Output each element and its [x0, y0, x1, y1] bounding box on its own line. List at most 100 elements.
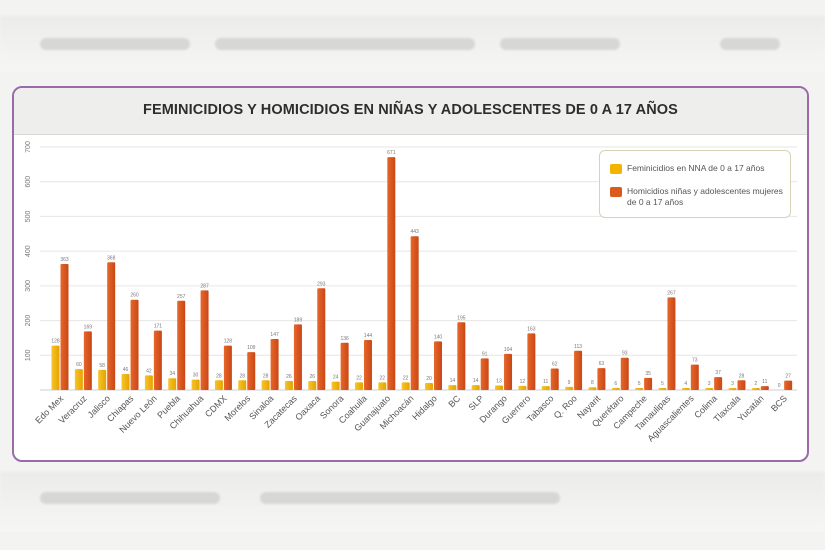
- bar-homicidios: [714, 377, 723, 390]
- data-label-homicidios: 189: [294, 317, 303, 323]
- data-label-homicidios: 287: [200, 283, 209, 289]
- bar-feminicidios: [728, 388, 737, 390]
- bar-homicidios: [223, 345, 232, 390]
- bar-homicidios: [107, 262, 116, 390]
- data-label-homicidios: 260: [130, 293, 139, 299]
- blurred-text: [260, 492, 560, 504]
- data-label-homicidios: 368: [107, 255, 116, 261]
- bar-homicidios: [737, 380, 746, 390]
- data-label-homicidios: 62: [552, 361, 558, 367]
- data-label-feminicidios: 128: [51, 339, 60, 345]
- blurred-header-strip: [0, 16, 825, 72]
- bar-homicidios: [434, 341, 442, 390]
- bar-feminicidios: [565, 386, 574, 390]
- bar-homicidios: [504, 353, 513, 390]
- bar-homicidios: [784, 380, 793, 390]
- bar-homicidios: [317, 288, 326, 390]
- bar-homicidios: [200, 290, 209, 390]
- data-label-feminicidios: 24: [333, 375, 339, 381]
- data-label-feminicidios: 20: [426, 376, 432, 382]
- bar-feminicidios: [425, 383, 433, 390]
- bar-homicidios: [130, 299, 139, 390]
- bar-feminicidios: [635, 388, 644, 390]
- data-label-homicidios: 73: [692, 358, 698, 364]
- data-label-feminicidios: 26: [286, 374, 292, 380]
- y-tick-label: 400: [25, 245, 32, 257]
- bar-feminicidios: [168, 378, 177, 390]
- x-tick-label: Yucatán: [736, 393, 766, 423]
- data-label-homicidios: 163: [527, 326, 536, 332]
- data-label-feminicidios: 58: [99, 363, 105, 369]
- bar-homicidios: [574, 350, 583, 390]
- bar-feminicidios: [284, 380, 293, 390]
- data-label-homicidios: 443: [410, 229, 419, 235]
- blurred-text: [720, 38, 780, 50]
- bar-feminicidios: [401, 382, 410, 390]
- data-label-feminicidios: 28: [239, 373, 245, 379]
- data-label-feminicidios: 28: [263, 373, 269, 379]
- data-label-feminicidios: 11: [543, 379, 548, 385]
- y-tick-label: 300: [25, 280, 32, 292]
- bar-feminicidios: [448, 385, 457, 390]
- data-label-homicidios: 93: [622, 351, 628, 357]
- bar-homicidios: [760, 386, 769, 390]
- bar-homicidios: [690, 364, 699, 390]
- data-label-feminicidios: 3: [731, 381, 734, 387]
- y-tick-label: 600: [25, 176, 32, 188]
- bar-homicidios: [527, 333, 536, 390]
- bar-homicidios: [550, 368, 559, 390]
- data-label-feminicidios: 4: [684, 381, 687, 387]
- data-label-feminicidios: 42: [146, 368, 152, 374]
- data-label-homicidios: 37: [715, 370, 721, 376]
- blurred-footer-strip: [0, 472, 825, 532]
- x-tick-label: BC: [446, 393, 462, 409]
- legend-label-homicidios: Homicidios niñas y adolescentes mujeres …: [627, 186, 783, 207]
- y-tick-label: 500: [25, 210, 32, 222]
- bar-feminicidios: [308, 380, 317, 390]
- bar-feminicidios: [751, 388, 760, 390]
- bar-feminicidios: [74, 369, 83, 390]
- bar-feminicidios: [378, 382, 387, 390]
- chart-legend: Feminicidios en NNA de 0 a 17 años Homic…: [599, 150, 791, 218]
- bar-homicidios: [153, 330, 162, 390]
- blurred-text: [40, 38, 190, 50]
- bar-feminicidios: [331, 381, 340, 390]
- data-label-feminicidios: 0: [778, 383, 781, 389]
- bar-homicidios: [293, 324, 302, 390]
- bar-homicidios: [83, 331, 92, 390]
- legend-swatch-homicidios: [610, 187, 622, 197]
- chart-card: FEMINICIDIOS Y HOMICIDIOS EN NIÑAS Y ADO…: [12, 86, 809, 462]
- blurred-text: [215, 38, 475, 50]
- bar-feminicidios: [354, 382, 363, 390]
- data-label-homicidios: 136: [340, 336, 349, 342]
- bar-feminicidios: [121, 374, 130, 390]
- data-label-homicidios: 267: [667, 290, 676, 296]
- bar-feminicidios: [518, 385, 527, 390]
- data-label-feminicidios: 30: [193, 373, 199, 379]
- data-label-homicidios: 91: [482, 351, 488, 357]
- bar-homicidios: [644, 377, 653, 390]
- data-label-feminicidios: 5: [661, 381, 664, 387]
- data-label-homicidios: 104: [504, 347, 513, 353]
- bar-feminicidios: [681, 388, 690, 390]
- data-label-homicidios: 195: [457, 315, 466, 321]
- bar-homicidios: [340, 342, 349, 390]
- bar-feminicidios: [98, 369, 107, 390]
- legend-swatch-feminicidios: [610, 164, 622, 174]
- data-label-homicidios: 171: [154, 324, 163, 330]
- bar-homicidios: [247, 352, 256, 390]
- legend-label-feminicidios: Feminicidios en NNA de 0 a 17 años: [627, 163, 765, 173]
- bar-homicidios: [480, 358, 489, 390]
- data-label-homicidios: 109: [247, 345, 256, 351]
- data-label-homicidios: 363: [60, 257, 69, 263]
- bar-homicidios: [387, 157, 396, 390]
- bar-feminicidios: [471, 385, 480, 390]
- bar-feminicidios: [705, 388, 714, 390]
- data-label-homicidios: 11: [762, 379, 767, 385]
- bar-homicidios: [363, 340, 372, 390]
- data-label-homicidios: 35: [645, 371, 651, 377]
- data-label-homicidios: 128: [224, 339, 233, 345]
- data-label-feminicidios: 14: [450, 378, 456, 384]
- chart-title: FEMINICIDIOS Y HOMICIDIOS EN NIÑAS Y ADO…: [143, 102, 678, 118]
- bar-feminicidios: [261, 380, 270, 390]
